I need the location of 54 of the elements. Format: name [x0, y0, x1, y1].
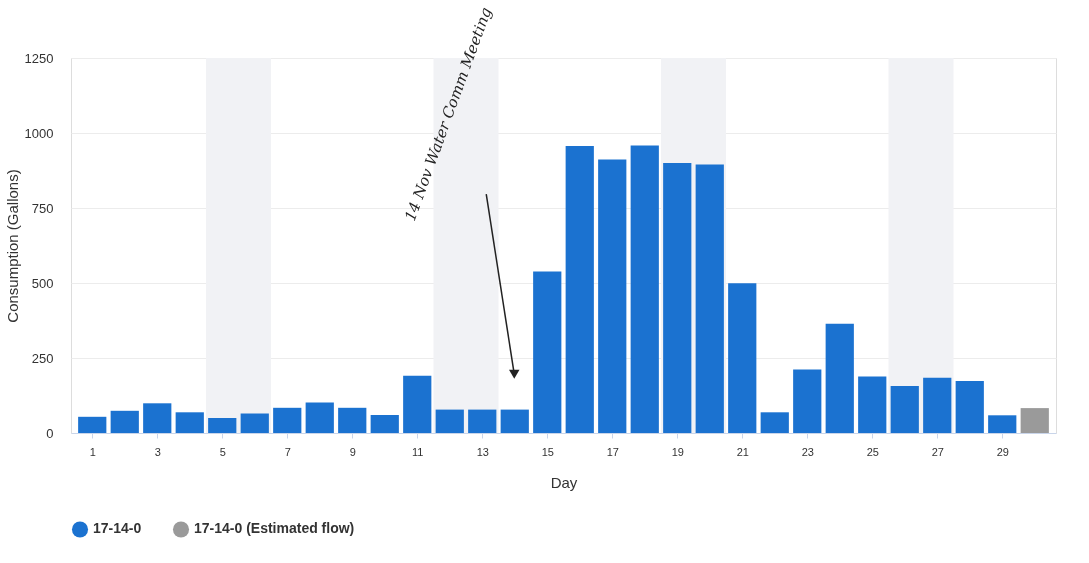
x-tick-label: 7 [284, 445, 291, 458]
x-tick-label: 21 [736, 445, 749, 458]
bar [403, 375, 432, 433]
x-tick-label: 13 [476, 445, 489, 458]
y-tick-label: 1000 [24, 125, 54, 141]
y-tick-label: 250 [31, 350, 54, 366]
bar [1020, 408, 1049, 433]
bar [338, 407, 367, 433]
bar [695, 164, 724, 433]
x-tick-label: 29 [996, 445, 1009, 458]
x-tick-label: 3 [154, 445, 161, 458]
bar [175, 412, 204, 433]
bar [240, 413, 269, 433]
bar [468, 409, 497, 433]
bar [858, 376, 887, 433]
bar [923, 377, 952, 433]
x-tick-label: 1 [89, 445, 96, 458]
x-tick-label: 11 [412, 445, 424, 458]
bar [988, 415, 1017, 433]
bar [273, 407, 302, 433]
bar [565, 145, 594, 433]
bar [78, 416, 107, 433]
y-tick-label: 0 [46, 425, 54, 441]
bar [955, 381, 984, 433]
bar [143, 403, 172, 433]
x-tick-label: 19 [671, 445, 684, 458]
legend-label: 17-14-0 (Estimated flow) [194, 520, 355, 537]
y-axis-title: Consumption (Gallons) [3, 169, 21, 323]
bar [793, 369, 822, 433]
x-tick-label: 25 [866, 445, 879, 458]
x-tick-label: 9 [349, 445, 356, 458]
bar [728, 283, 757, 433]
bar [825, 323, 854, 433]
bar [663, 163, 692, 433]
bar [110, 410, 139, 433]
x-tick-label: 27 [931, 445, 944, 458]
x-tick-label: 17 [606, 445, 619, 458]
x-tick-label: 15 [541, 445, 554, 458]
x-tick-label: 5 [219, 445, 226, 458]
bar [890, 385, 919, 433]
bar [598, 159, 627, 433]
legend-label: 17-14-0 [93, 520, 142, 537]
y-tick-label: 750 [31, 200, 54, 216]
bar [208, 418, 237, 433]
y-tick-label: 500 [31, 275, 54, 291]
bar [760, 412, 789, 433]
bar [533, 271, 562, 433]
bar [305, 402, 334, 433]
x-tick-label: 23 [801, 445, 814, 458]
bar [370, 415, 399, 433]
x-axis-title: Day [550, 473, 578, 491]
y-tick-label: 1250 [24, 50, 54, 66]
bar [435, 409, 464, 433]
bar [500, 409, 529, 433]
